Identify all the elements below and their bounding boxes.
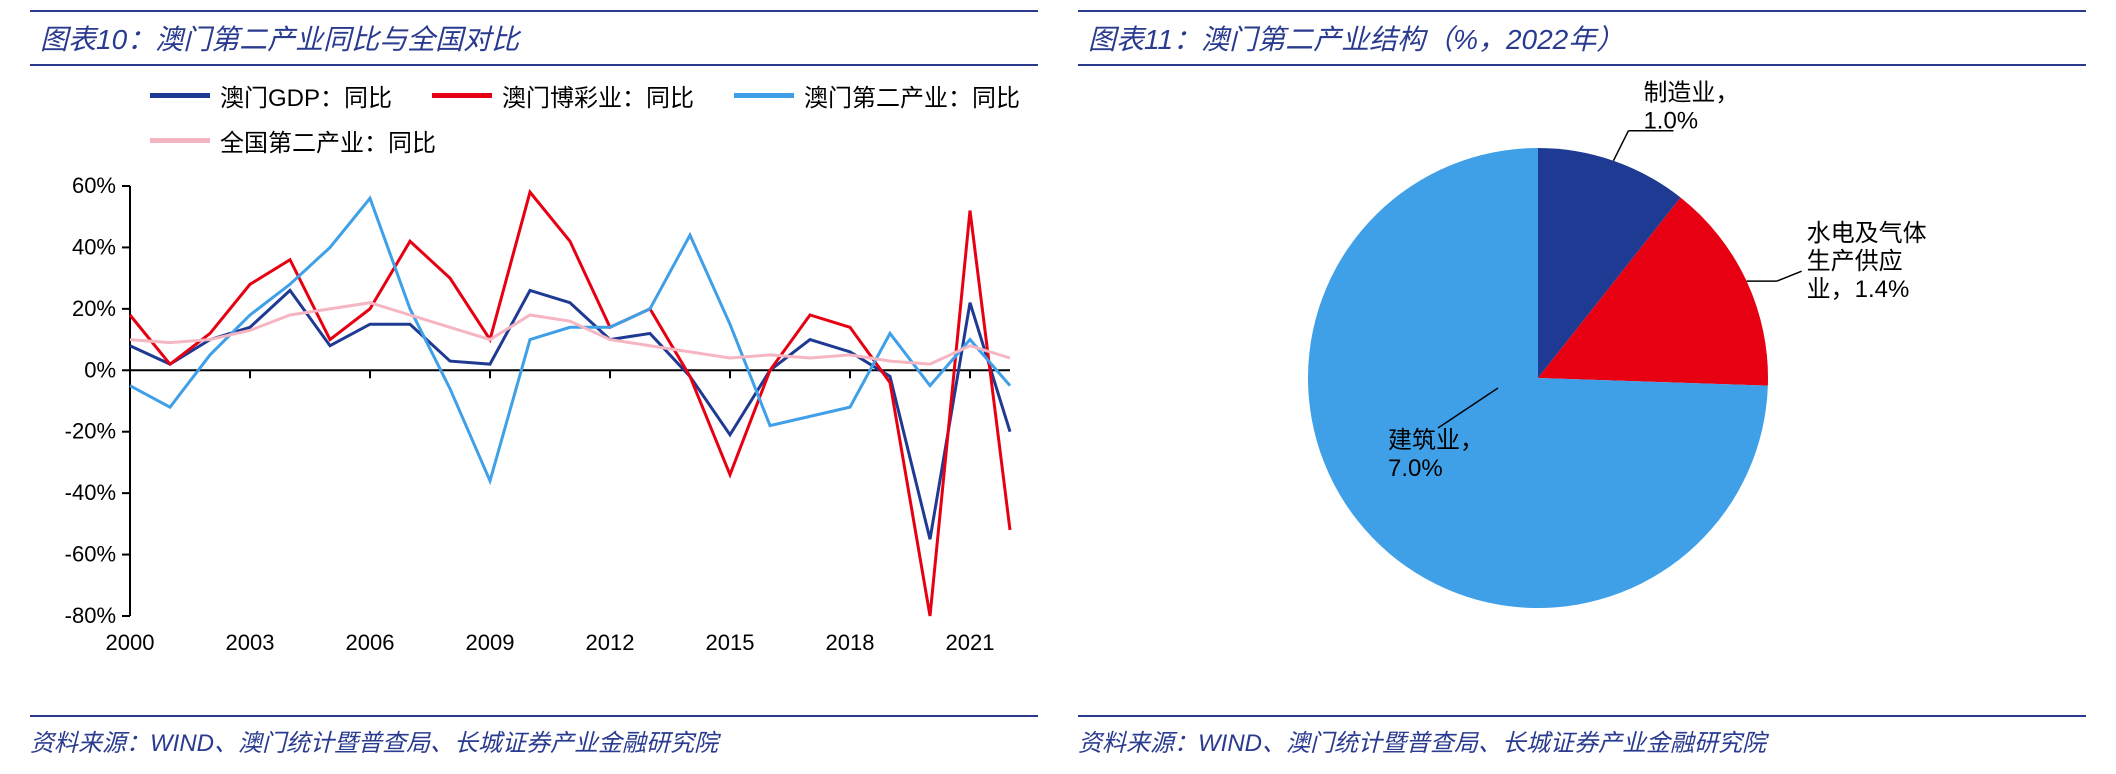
chart11-pie-chart: 制造业，1.0% 水电及气体生产供应业，1.4% 建筑业，7.0% <box>1078 78 2078 658</box>
svg-text:2021: 2021 <box>946 630 995 655</box>
svg-text:-60%: -60% <box>65 542 116 567</box>
svg-text:0%: 0% <box>84 357 116 382</box>
legend-swatch <box>432 93 492 98</box>
svg-text:建筑业，: 建筑业， <box>1388 427 1484 454</box>
chart10-title: 图表10：澳门第二产业同比与全国对比 <box>30 10 1038 66</box>
legend-label: 澳门GDP：同比 <box>220 78 392 113</box>
svg-text:2003: 2003 <box>226 630 275 655</box>
svg-text:60%: 60% <box>72 173 116 198</box>
svg-text:生产供应: 生产供应 <box>1807 248 1903 275</box>
svg-text:40%: 40% <box>72 234 116 259</box>
chart11-panel: 图表11：澳门第二产业结构（%，2022年） 制造业，1.0% 水电及气体生产供应… <box>1058 0 2116 774</box>
svg-text:业，1.4%: 业，1.4% <box>1807 276 1910 303</box>
chart10-legend: 澳门GDP：同比 澳门博彩业：同比 澳门第二产业：同比 全国第二产业：同比 <box>150 78 1038 158</box>
legend-item: 澳门博彩业：同比 <box>432 78 694 113</box>
svg-text:2015: 2015 <box>706 630 755 655</box>
chart10-panel: 图表10：澳门第二产业同比与全国对比 澳门GDP：同比 澳门博彩业：同比 澳门第… <box>0 0 1058 774</box>
svg-text:-80%: -80% <box>65 603 116 628</box>
svg-text:2000: 2000 <box>106 630 155 655</box>
svg-text:-20%: -20% <box>65 419 116 444</box>
chart10-line-chart: -80% -60% -40% -20% 0% 20% 40% 60% 2000 2003 2006 2… <box>30 166 1030 666</box>
legend-label: 全国第二产业：同比 <box>220 123 436 158</box>
legend-item: 澳门GDP：同比 <box>150 78 392 113</box>
svg-text:2006: 2006 <box>346 630 395 655</box>
legend-label: 澳门博彩业：同比 <box>502 78 694 113</box>
legend-swatch <box>734 93 794 98</box>
svg-text:2018: 2018 <box>826 630 875 655</box>
chart10-source: 资料来源：WIND、澳门统计暨普查局、长城证券产业金融研究院 <box>30 715 1038 758</box>
legend-item: 全国第二产业：同比 <box>150 123 436 158</box>
legend-swatch <box>150 138 210 143</box>
chart11-title: 图表11：澳门第二产业结构（%，2022年） <box>1078 10 2086 66</box>
svg-text:1.0%: 1.0% <box>1643 108 1698 135</box>
svg-text:7.0%: 7.0% <box>1388 455 1443 482</box>
svg-text:2009: 2009 <box>466 630 515 655</box>
chart11-source: 资料来源：WIND、澳门统计暨普查局、长城证券产业金融研究院 <box>1078 715 2086 758</box>
svg-text:水电及气体: 水电及气体 <box>1807 220 1927 247</box>
svg-text:制造业，: 制造业， <box>1643 80 1739 107</box>
legend-item: 澳门第二产业：同比 <box>734 78 1020 113</box>
svg-text:-40%: -40% <box>65 480 116 505</box>
svg-text:20%: 20% <box>72 296 116 321</box>
svg-text:2012: 2012 <box>586 630 635 655</box>
legend-label: 澳门第二产业：同比 <box>804 78 1020 113</box>
legend-swatch <box>150 93 210 98</box>
